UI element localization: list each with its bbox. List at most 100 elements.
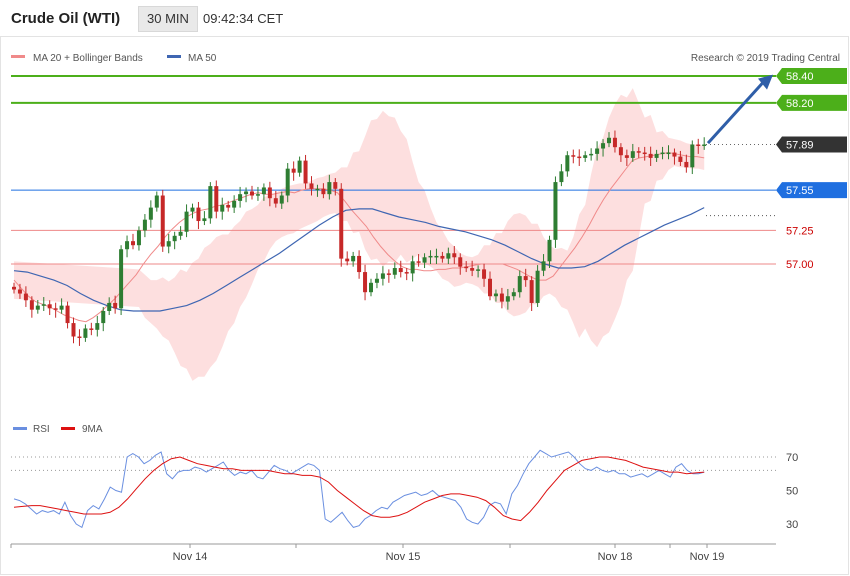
- candle: [369, 278, 373, 297]
- candle-body: [642, 152, 647, 155]
- candle-body: [250, 191, 254, 196]
- candle-body: [363, 272, 368, 293]
- candle: [357, 250, 362, 279]
- candle: [238, 186, 243, 208]
- forecast-arrow-line: [706, 80, 766, 145]
- candle-body: [702, 144, 707, 146]
- candle: [589, 148, 594, 161]
- candle-body: [374, 278, 379, 283]
- candle: [166, 233, 171, 254]
- candle: [83, 324, 88, 342]
- candle-body: [541, 261, 546, 271]
- candle: [113, 295, 118, 314]
- candle-body: [422, 257, 427, 263]
- level-badges: 58.40 58.20 57.89 57.55 57.25 57.00: [706, 68, 847, 271]
- candle: [517, 270, 522, 298]
- candle-body: [511, 292, 516, 297]
- candle-body: [571, 155, 576, 157]
- candle-body: [440, 255, 445, 259]
- candle-body: [553, 182, 558, 240]
- candle-body: [535, 270, 540, 303]
- ma50-line: [13, 207, 705, 312]
- candle: [119, 245, 124, 316]
- candle: [482, 263, 487, 287]
- credit-label: Research © 2019 Trading Central: [691, 53, 840, 64]
- candle-body: [601, 143, 606, 149]
- chart-header: Crude Oil (WTI) 30 MIN 09:42:34 CET: [0, 0, 850, 36]
- candle: [464, 261, 469, 273]
- candle: [458, 253, 463, 275]
- candle-body: [101, 311, 106, 324]
- candle-body: [184, 211, 189, 232]
- candle: [702, 137, 707, 150]
- candle-body: [577, 156, 582, 159]
- candle-body: [404, 272, 409, 274]
- bollinger-bands: [14, 88, 705, 381]
- candle: [565, 151, 570, 177]
- candle: [315, 184, 320, 197]
- rsi-line: [13, 449, 705, 529]
- candle: [666, 145, 671, 160]
- candle-body: [618, 147, 623, 156]
- ma20-legend-label: MA 20 + Bollinger Bands: [33, 53, 143, 64]
- candle: [601, 139, 606, 157]
- candle-body: [131, 241, 135, 246]
- candle: [202, 211, 207, 226]
- candle-body: [65, 305, 70, 324]
- candle: [255, 186, 260, 201]
- bollinger-band-area: [14, 88, 705, 381]
- candle: [488, 271, 492, 301]
- candle: [351, 251, 356, 267]
- candle-body: [12, 286, 16, 290]
- instrument-title: Crude Oil (WTI): [11, 10, 121, 27]
- candle: [428, 250, 433, 264]
- candle: [505, 288, 510, 310]
- candle: [583, 151, 588, 162]
- candle-body: [35, 305, 40, 310]
- candle: [541, 254, 546, 277]
- candle-body: [339, 188, 344, 259]
- candle: [226, 200, 231, 212]
- candle: [571, 149, 576, 164]
- candle: [440, 251, 445, 263]
- candle: [297, 156, 302, 177]
- candle-body: [517, 276, 522, 293]
- candle: [630, 143, 635, 162]
- candle-body: [315, 188, 320, 191]
- candle: [41, 297, 46, 311]
- candle: [345, 251, 350, 266]
- candle: [333, 178, 338, 196]
- candle-body: [357, 255, 362, 273]
- candle-body: [488, 278, 492, 297]
- candle: [363, 264, 368, 301]
- candle-body: [47, 304, 52, 309]
- timeframe-button[interactable]: 30 MIN: [138, 6, 198, 32]
- candle-body: [291, 168, 296, 173]
- candle-body: [434, 255, 439, 258]
- candle-body: [59, 305, 64, 310]
- candle-body: [565, 155, 570, 172]
- candle: [208, 182, 213, 224]
- candle: [95, 315, 100, 337]
- candle: [303, 154, 308, 189]
- candle: [696, 138, 701, 154]
- rsi-ma-legend-swatch: [61, 427, 75, 430]
- candle: [285, 163, 290, 203]
- candle-body: [261, 187, 266, 195]
- candle: [422, 253, 427, 269]
- candle-body: [333, 182, 338, 189]
- candle-body: [589, 153, 594, 156]
- candle-body: [226, 204, 231, 208]
- candle-body: [202, 218, 207, 222]
- candle: [529, 276, 534, 311]
- candle-body: [77, 336, 82, 339]
- candle-body: [672, 152, 677, 157]
- candle: [12, 282, 16, 294]
- candle-body: [172, 235, 177, 242]
- candle-body: [95, 323, 100, 330]
- ma50-legend-swatch: [167, 55, 181, 58]
- candle: [279, 191, 284, 209]
- candle: [244, 187, 249, 203]
- candle-body: [29, 300, 34, 310]
